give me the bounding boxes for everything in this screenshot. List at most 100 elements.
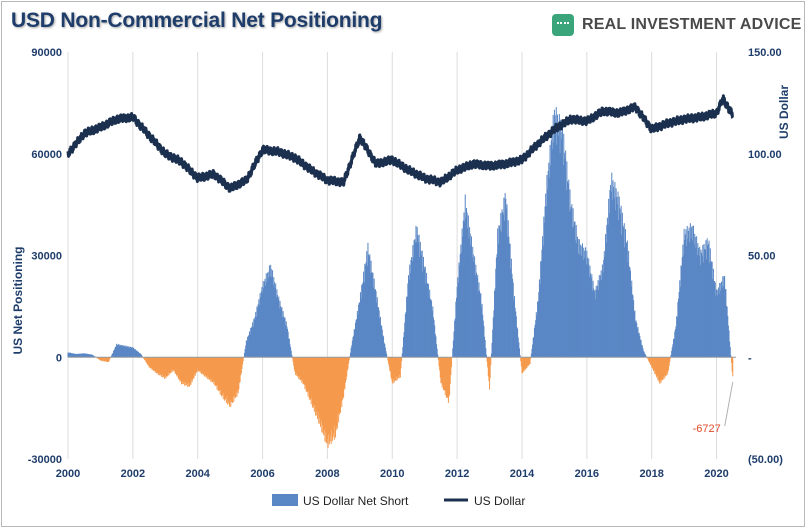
- bar: [215, 357, 217, 387]
- bar: [323, 357, 325, 436]
- bar: [248, 335, 250, 358]
- bar: [162, 357, 164, 377]
- bar: [104, 357, 106, 362]
- bar: [591, 274, 593, 358]
- bar: [375, 291, 377, 358]
- bar: [573, 226, 575, 358]
- bar: [489, 357, 491, 390]
- bar: [396, 357, 398, 381]
- bar: [570, 206, 572, 358]
- bar: [368, 254, 370, 358]
- bar: [725, 289, 727, 358]
- bar: [637, 326, 639, 358]
- bar: [167, 357, 169, 373]
- bar: [317, 357, 319, 413]
- bar: [465, 207, 467, 358]
- bar: [69, 353, 71, 358]
- bar: [525, 357, 527, 370]
- bar: [172, 357, 174, 371]
- bar: [388, 357, 390, 367]
- bar: [610, 185, 612, 358]
- bar: [692, 240, 694, 358]
- bar: [572, 208, 574, 358]
- bar: [442, 357, 444, 390]
- bar: [504, 193, 506, 358]
- bar: [99, 357, 101, 361]
- bar: [723, 276, 725, 358]
- bar: [691, 227, 693, 358]
- bar: [258, 305, 260, 358]
- bar: [668, 357, 670, 370]
- bar: [74, 353, 76, 358]
- bar: [419, 241, 421, 358]
- bar: [706, 259, 708, 358]
- bar: [344, 357, 347, 383]
- bar: [378, 310, 380, 358]
- bar: [549, 144, 551, 358]
- bar: [371, 272, 373, 358]
- brand-icon: [552, 14, 574, 36]
- bar: [384, 344, 386, 358]
- bar: [454, 320, 456, 358]
- bar: [257, 308, 259, 358]
- bar: [609, 189, 611, 358]
- bar: [175, 357, 177, 374]
- bar: [330, 357, 332, 444]
- bar: [502, 214, 504, 358]
- bar: [293, 357, 295, 370]
- bar: [679, 287, 681, 358]
- bar: [368, 256, 370, 358]
- bar: [632, 295, 634, 358]
- bar: [624, 247, 626, 358]
- bar: [428, 297, 430, 358]
- bar: [518, 342, 520, 358]
- bar: [673, 338, 675, 358]
- bar: [124, 346, 126, 358]
- bar: [118, 346, 120, 358]
- bar: [550, 165, 552, 358]
- bar: [492, 317, 494, 358]
- bar: [84, 353, 86, 358]
- bar: [228, 357, 230, 404]
- bar: [359, 292, 361, 358]
- bar: [193, 357, 195, 379]
- bar: [493, 310, 495, 358]
- bar: [484, 340, 486, 358]
- bar: [284, 317, 286, 358]
- bar: [145, 357, 147, 363]
- x-axis: 2000 2002 2004 2006 2008 2010 2012 2014 2016 2018…: [56, 468, 729, 480]
- bar: [689, 242, 691, 358]
- bar: [539, 284, 541, 358]
- bar: [169, 357, 171, 374]
- bar: [290, 350, 292, 358]
- bar: [431, 310, 433, 358]
- bar: [149, 357, 151, 367]
- bar: [214, 357, 216, 386]
- bar: [730, 357, 733, 363]
- bar: [501, 209, 503, 358]
- bar: [229, 357, 231, 407]
- bar: [467, 215, 469, 358]
- bar: [88, 354, 90, 358]
- bar: [333, 357, 335, 440]
- bar: [412, 257, 414, 358]
- bar: [102, 357, 104, 362]
- bar: [304, 357, 306, 389]
- bar: [626, 242, 628, 358]
- bar: [136, 350, 138, 358]
- bar: [517, 328, 519, 358]
- bar: [542, 245, 544, 358]
- bar: [666, 357, 668, 375]
- bar: [557, 114, 559, 358]
- bar: [314, 357, 316, 406]
- bar: [629, 267, 631, 358]
- bar: [203, 357, 205, 374]
- bar: [571, 204, 573, 358]
- bar: [346, 357, 348, 371]
- bar: [349, 356, 351, 358]
- bar: [381, 325, 383, 358]
- bar: [642, 348, 644, 358]
- bar: [613, 186, 615, 358]
- bar: [353, 335, 355, 358]
- bar: [313, 357, 315, 412]
